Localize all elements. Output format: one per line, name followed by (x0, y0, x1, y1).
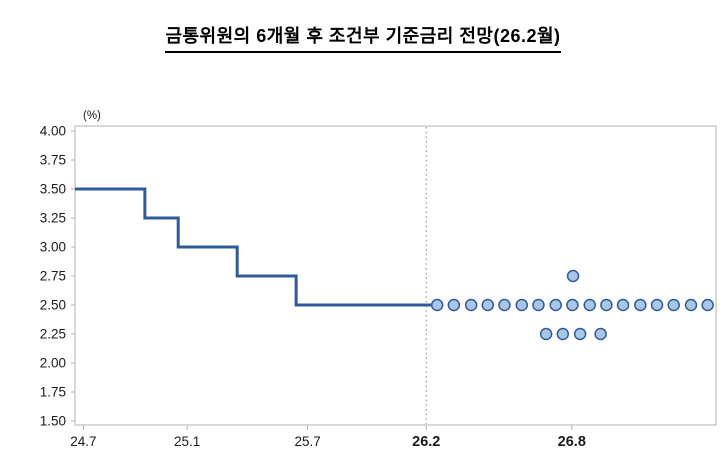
x-axis-label: 26.8 (558, 434, 586, 450)
y-axis-label: 2.25 (40, 327, 66, 342)
y-axis-label: 4.00 (40, 124, 66, 139)
y-axis-label: 3.00 (40, 240, 66, 255)
forecast-dot (515, 298, 529, 312)
forecast-dot (549, 298, 562, 312)
y-axis-unit-label: (%) (83, 110, 101, 122)
forecast-dot (684, 298, 698, 312)
policy-rate-step-line (75, 187, 433, 307)
chart-title-area: 금통위원의 6개월 후 조건부 기준금리 전망(26.2월) (0, 0, 726, 53)
forecast-dot (566, 269, 580, 283)
rate-chart: (%) 4.00 3.75 3.50 3.25 3.00 2.75 2.50 2.25 2.00 1… (40, 110, 717, 450)
forecast-dot (556, 327, 570, 341)
y-axis-label: 3.50 (40, 182, 66, 197)
forecast-dot (430, 298, 444, 312)
x-axis-label: 25.7 (295, 434, 321, 449)
x-axis-label: 26.2 (412, 434, 440, 450)
x-axis-label: 25.1 (174, 434, 200, 449)
forecast-dot (566, 298, 579, 312)
y-axis-label: 1.50 (40, 414, 66, 429)
forecast-dot (539, 327, 553, 341)
forecast-dot (594, 327, 607, 341)
forecast-dot (573, 327, 587, 341)
y-axis-label: 3.25 (40, 211, 66, 226)
forecast-dot (701, 298, 714, 312)
forecast-dot (600, 298, 613, 312)
forecast-dot (464, 298, 478, 312)
forecast-dot (447, 298, 461, 312)
plot-frame (74, 125, 717, 426)
y-axis-label: 3.75 (40, 153, 66, 168)
y-axis-label: 2.75 (40, 269, 66, 284)
forecast-dot (583, 298, 596, 312)
x-axis-label: 24.7 (70, 434, 96, 449)
forecast-dot (650, 298, 664, 312)
forecast-dot (481, 298, 495, 312)
chart-title: 금통위원의 6개월 후 조건부 기준금리 전망(26.2월) (165, 22, 561, 53)
y-axis-label: 2.00 (40, 356, 66, 371)
forecast-dot (616, 298, 630, 312)
y-axis-label: 1.75 (40, 385, 66, 400)
forecast-dot (634, 298, 647, 312)
forecast-dot (532, 298, 545, 312)
y-axis-label: 2.50 (40, 298, 66, 313)
forecast-dot (498, 298, 511, 312)
forecast-dot (667, 298, 680, 312)
